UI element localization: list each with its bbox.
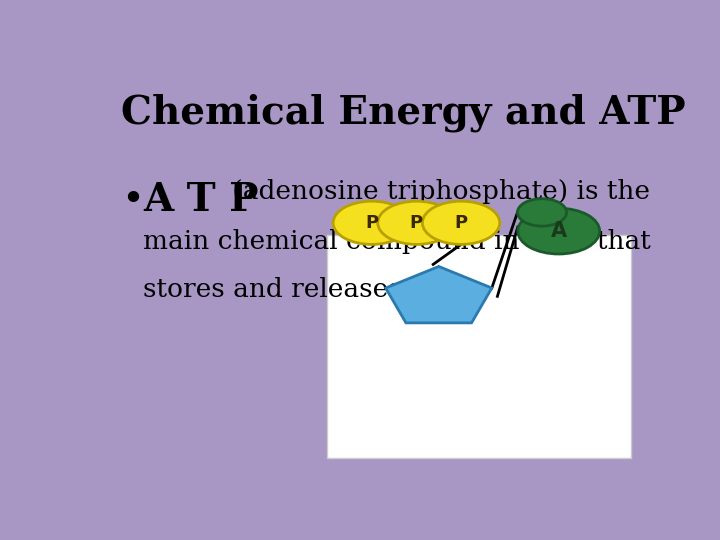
- Ellipse shape: [423, 201, 500, 245]
- Text: A: A: [551, 221, 567, 241]
- Text: P: P: [365, 214, 378, 232]
- Ellipse shape: [518, 208, 600, 254]
- Ellipse shape: [333, 201, 410, 245]
- Text: (adenosine triphosphate) is the: (adenosine triphosphate) is the: [224, 179, 650, 204]
- Ellipse shape: [378, 201, 455, 245]
- Text: main chemical compound in cells that: main chemical compound in cells that: [143, 229, 651, 254]
- Text: A T P: A T P: [143, 181, 258, 219]
- FancyBboxPatch shape: [327, 235, 631, 458]
- Polygon shape: [386, 266, 492, 323]
- Text: P: P: [410, 214, 423, 232]
- Text: •: •: [121, 181, 144, 219]
- Text: Chemical Energy and ATP: Chemical Energy and ATP: [121, 94, 685, 132]
- Text: stores and releases e: stores and releases e: [143, 277, 426, 302]
- Ellipse shape: [518, 199, 567, 226]
- Text: P: P: [454, 214, 467, 232]
